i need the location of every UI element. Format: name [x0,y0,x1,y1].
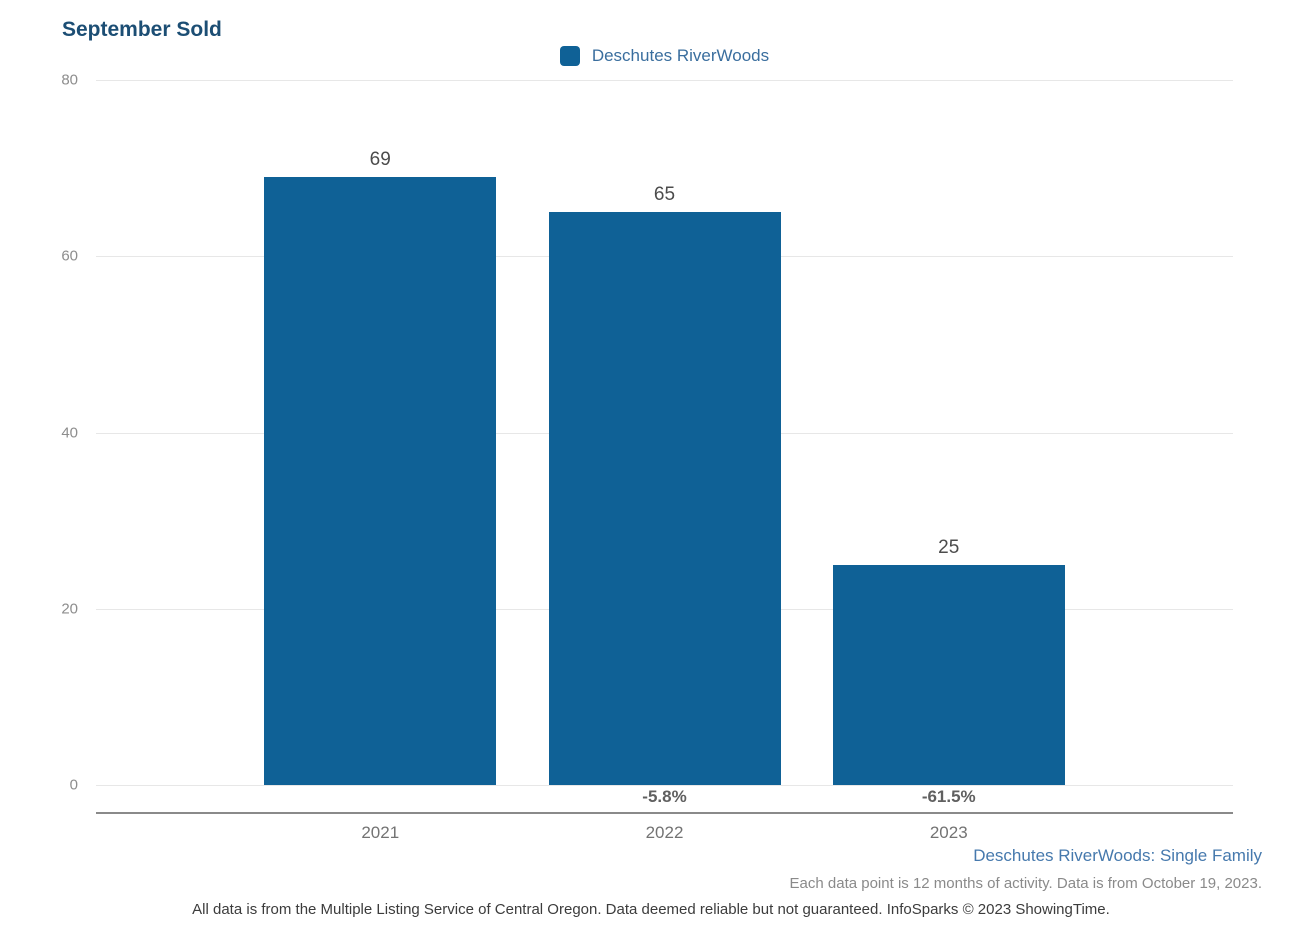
bar-value-2023: 25 [938,536,960,558]
gridline-0 [96,785,1233,786]
y-axis-label-40: 40 [61,424,78,441]
pct-change-2022: -5.8% [642,787,687,806]
plot-area: 69 65 25 [96,80,1233,786]
page-title: September Sold [62,18,222,41]
disclaimer-note: All data is from the Multiple Listing Se… [192,901,1110,918]
bar-value-2022: 65 [653,184,676,206]
bar-2022[interactable] [548,212,781,785]
gridline-80 [96,80,1233,81]
legend: Deschutes RiverWoods [96,46,1233,66]
legend-label: Deschutes RiverWoods [591,46,770,65]
bar-2021[interactable] [264,176,497,785]
x-axis-label-2021: 2021 [361,823,400,842]
legend-swatch-icon [559,46,580,66]
data-period-note: Each data point is 12 months of activity… [789,875,1262,892]
x-axis-label-2023: 2023 [929,823,968,842]
x-axis-label-2022: 2022 [645,823,684,842]
series-context-link[interactable]: Deschutes RiverWoods: Single Family [973,846,1262,865]
legend-item-deschutes-riverwoods[interactable]: Deschutes RiverWoods [559,46,770,66]
bar-2023[interactable] [832,564,1065,785]
y-axis-label-60: 60 [61,247,78,265]
bar-value-2021: 69 [369,148,391,170]
pct-change-2023: -61.5% [921,787,976,806]
y-axis-label-20: 20 [61,600,78,618]
x-axis-line [96,812,1233,814]
y-axis-label-0: 0 [69,776,78,794]
y-axis-label-80: 80 [61,71,78,89]
